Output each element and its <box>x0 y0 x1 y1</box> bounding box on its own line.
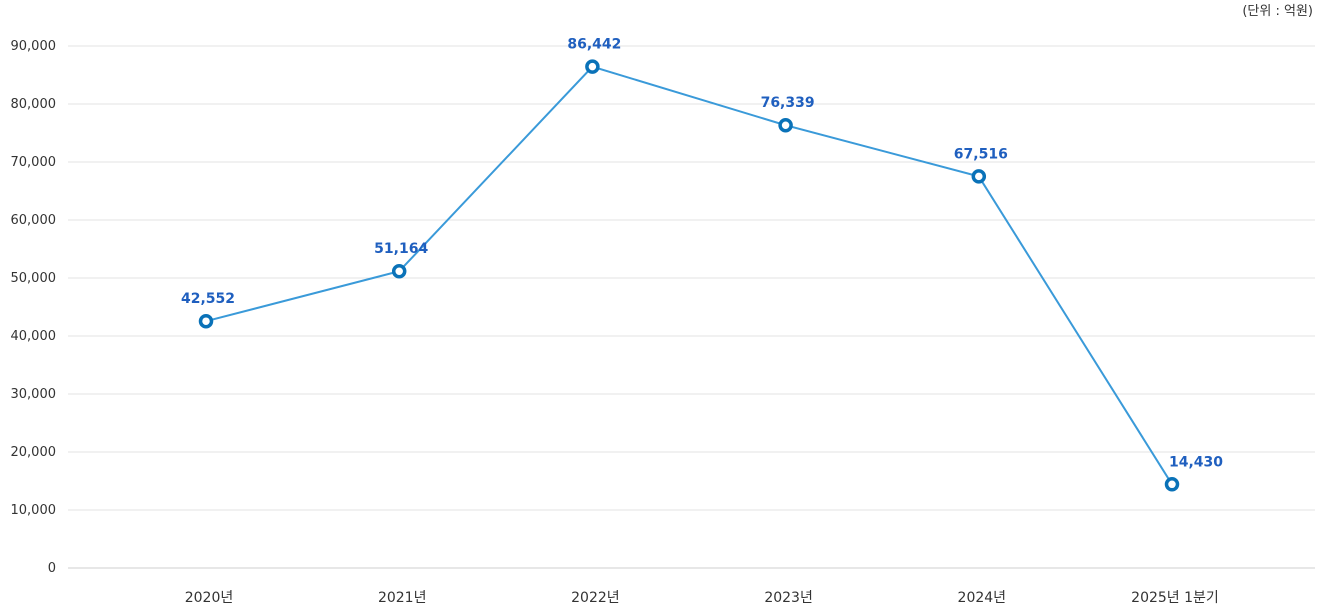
y-tick-label: 0 <box>48 561 56 576</box>
data-point-marker <box>585 59 600 74</box>
data-label: 14,430 <box>1169 454 1223 470</box>
x-tick-label: 2022년 <box>571 590 620 606</box>
y-tick-label: 20,000 <box>11 445 57 460</box>
data-label: 51,164 <box>374 241 428 257</box>
y-tick-label: 80,000 <box>11 97 57 112</box>
markers <box>198 59 1180 492</box>
x-tick-label: 2023년 <box>764 590 813 606</box>
y-tick-label: 60,000 <box>11 213 57 228</box>
data-labels: 42,552 51,164 86,442 76,339 67,516 14,430 <box>181 37 1223 471</box>
x-tick-label: 2020년 <box>185 590 234 606</box>
gridlines <box>68 45 1315 569</box>
data-label: 76,339 <box>761 95 815 111</box>
x-tick-label: 2021년 <box>378 590 427 606</box>
y-tick-label: 90,000 <box>11 39 57 54</box>
y-tick-label: 70,000 <box>11 155 57 170</box>
y-tick-label: 30,000 <box>11 387 57 402</box>
x-axis-ticks: 2020년 2021년 2022년 2023년 2024년 2025년 1분기 <box>185 590 1219 606</box>
unit-label: (단위 : 억원) <box>1242 4 1313 19</box>
series-line-group <box>205 65 1173 485</box>
data-point-marker <box>778 117 793 133</box>
data-label: 86,442 <box>567 37 621 53</box>
data-point-marker <box>391 263 407 279</box>
y-tick-label: 40,000 <box>11 329 57 344</box>
y-tick-label: 10,000 <box>11 503 57 518</box>
data-label: 67,516 <box>954 146 1008 162</box>
data-point-marker <box>971 169 987 184</box>
series-line <box>205 65 1173 485</box>
y-axis-ticks: 0 10,000 20,000 30,000 40,000 50,000 60,000 70,… <box>11 39 57 576</box>
x-tick-label: 2025년 1분기 <box>1131 590 1219 606</box>
x-tick-label: 2024년 <box>958 590 1007 606</box>
data-label: 42,552 <box>181 291 235 307</box>
y-tick-label: 50,000 <box>11 271 57 286</box>
data-point-marker <box>1164 477 1180 492</box>
data-point-marker <box>198 313 214 329</box>
